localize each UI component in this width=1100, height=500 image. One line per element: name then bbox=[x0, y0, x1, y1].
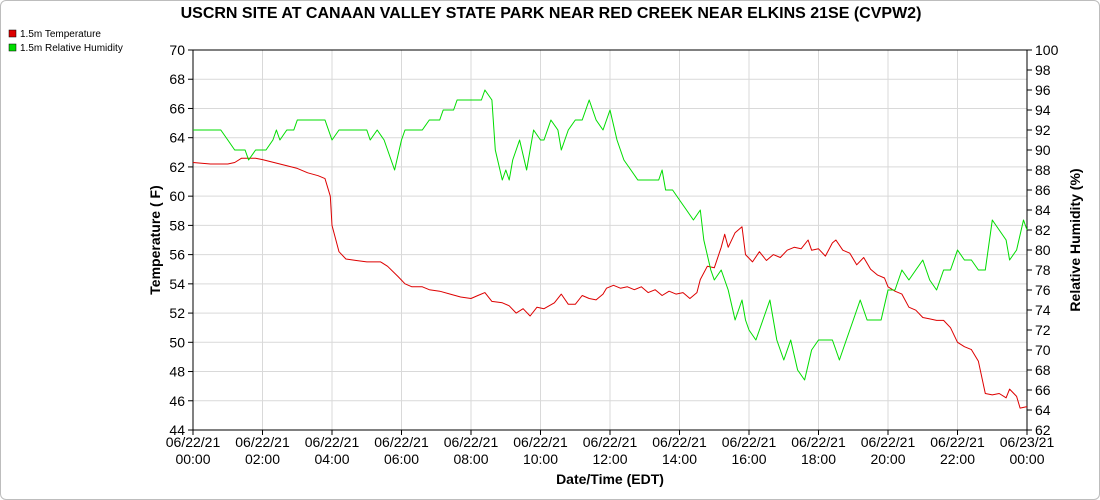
y-tick-label-right: 76 bbox=[1035, 282, 1051, 298]
y-tick-label-right: 68 bbox=[1035, 362, 1051, 378]
y-tick-label-right: 66 bbox=[1035, 382, 1051, 398]
y-tick-label-right: 62 bbox=[1035, 422, 1051, 438]
y-tick-label-left: 56 bbox=[169, 247, 185, 263]
y-tick-label-right: 70 bbox=[1035, 342, 1051, 358]
plot-area-border bbox=[192, 49, 1028, 431]
legend-label-humidity: 1.5m Relative Humidity bbox=[20, 43, 123, 54]
x-tick-date: 06/23/21 bbox=[1000, 434, 1055, 450]
x-tick-date: 06/22/21 bbox=[513, 434, 568, 450]
y-tick-label-left: 60 bbox=[169, 188, 185, 204]
x-tick-date: 06/22/21 bbox=[374, 434, 429, 450]
x-tick-time: 18:00 bbox=[801, 451, 836, 467]
chart-title: USCRN SITE AT CANAAN VALLEY STATE PARK N… bbox=[181, 5, 922, 22]
x-tick-date: 06/22/21 bbox=[861, 434, 916, 450]
x-tick-time: 16:00 bbox=[731, 451, 766, 467]
legend-label-temperature: 1.5m Temperature bbox=[20, 29, 101, 40]
y-tick-label-right: 98 bbox=[1035, 62, 1051, 78]
x-tick-date: 06/22/21 bbox=[444, 434, 499, 450]
legend: 1.5m Temperature 1.5m Relative Humidity bbox=[8, 29, 123, 54]
x-tick-time: 22:00 bbox=[940, 451, 975, 467]
legend-swatch-humidity bbox=[8, 43, 17, 52]
x-axis-label: Date/Time (EDT) bbox=[556, 471, 664, 487]
y-tick-label-right: 90 bbox=[1035, 142, 1051, 158]
x-tick-time: 00:00 bbox=[175, 451, 210, 467]
x-tick-date: 06/22/21 bbox=[235, 434, 290, 450]
y-tick-label-left: 64 bbox=[169, 130, 185, 146]
x-tick-time: 06:00 bbox=[384, 451, 419, 467]
y-tick-label-right: 100 bbox=[1035, 42, 1059, 58]
x-tick-date: 06/22/21 bbox=[305, 434, 360, 450]
x-tick-time: 10:00 bbox=[523, 451, 558, 467]
y-tick-label-right: 74 bbox=[1035, 302, 1051, 318]
x-tick-time: 20:00 bbox=[870, 451, 905, 467]
y-tick-label-right: 96 bbox=[1035, 82, 1051, 98]
x-tick-date: 06/22/21 bbox=[583, 434, 638, 450]
y-axis-label-right: Relative Humidity (%) bbox=[1067, 168, 1083, 311]
y-tick-label-right: 84 bbox=[1035, 202, 1051, 218]
y-tick-label-left: 68 bbox=[169, 71, 185, 87]
legend-swatch-temperature bbox=[8, 29, 17, 38]
series-lines bbox=[192, 89, 1028, 409]
y-tick-label-left: 44 bbox=[169, 422, 185, 438]
y-tick-label-left: 58 bbox=[169, 217, 185, 233]
y-tick-label-left: 62 bbox=[169, 159, 185, 175]
y-tick-label-right: 80 bbox=[1035, 242, 1051, 258]
series-line-humidity bbox=[193, 89, 1028, 381]
y-ticks-left: 44 46 48 50 52 54 56 58 60 62 64 66 68 70 bbox=[169, 42, 193, 438]
x-tick-time: 02:00 bbox=[245, 451, 280, 467]
y-axis-label-left: Temperature ( F) bbox=[147, 185, 163, 294]
x-tick-time: 04:00 bbox=[314, 451, 349, 467]
y-tick-label-right: 94 bbox=[1035, 102, 1051, 118]
x-tick-time: 14:00 bbox=[662, 451, 697, 467]
x-tick-date: 06/22/21 bbox=[722, 434, 777, 450]
x-tick-date: 06/22/21 bbox=[166, 434, 221, 450]
y-tick-label-right: 82 bbox=[1035, 222, 1051, 238]
y-tick-label-left: 66 bbox=[169, 100, 185, 116]
y-tick-label-right: 88 bbox=[1035, 162, 1051, 178]
y-tick-label-right: 78 bbox=[1035, 262, 1051, 278]
x-tick-time: 00:00 bbox=[1009, 451, 1044, 467]
x-ticks: 06/22/2100:0006/22/2102:0006/22/2104:000… bbox=[166, 430, 1055, 467]
x-tick-time: 08:00 bbox=[453, 451, 488, 467]
y-tick-label-right: 92 bbox=[1035, 122, 1051, 138]
y-tick-label-right: 64 bbox=[1035, 402, 1051, 418]
x-tick-time: 12:00 bbox=[592, 451, 627, 467]
y-tick-label-left: 46 bbox=[169, 393, 185, 409]
y-tick-label-left: 50 bbox=[169, 334, 185, 350]
y-ticks-right: 62 64 66 68 70 72 74 76 78 80 82 84 86 88 90 92 94 96 98 10… bbox=[1027, 42, 1059, 438]
grid bbox=[192, 49, 1028, 431]
x-tick-date: 06/22/21 bbox=[930, 434, 985, 450]
y-tick-label-right: 72 bbox=[1035, 322, 1051, 338]
y-tick-label-left: 52 bbox=[169, 305, 185, 321]
y-tick-label-left: 70 bbox=[169, 42, 185, 58]
series-line-temperature bbox=[192, 157, 1028, 409]
y-tick-label-left: 48 bbox=[169, 364, 185, 380]
x-tick-date: 06/22/21 bbox=[652, 434, 707, 450]
y-tick-label-left: 54 bbox=[169, 276, 185, 292]
y-tick-label-right: 86 bbox=[1035, 182, 1051, 198]
x-tick-date: 06/22/21 bbox=[791, 434, 846, 450]
